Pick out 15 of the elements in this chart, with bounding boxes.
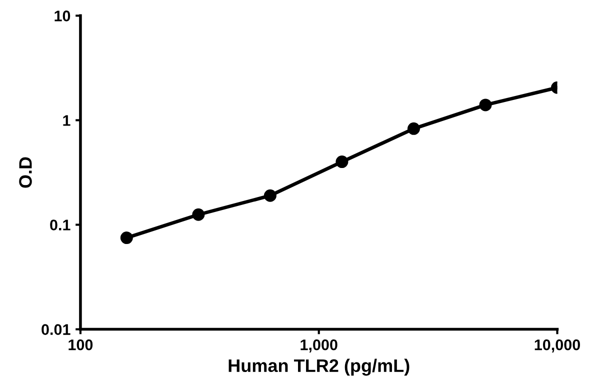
x-tick-label: 1,000 — [300, 339, 338, 352]
y-tick-label: 0.1 — [50, 220, 70, 230]
point — [192, 208, 205, 221]
point — [407, 122, 420, 135]
x-tick-label: 100 — [68, 339, 93, 350]
y-tick-label: 0.01 — [42, 324, 70, 335]
y-tick-label: 1 — [63, 115, 70, 126]
y-axis-title: O.D — [19, 157, 32, 188]
y-tick-label: 10 — [54, 10, 70, 22]
x-axis-title: Human TLR2 (pg/mL) — [228, 358, 410, 376]
point — [336, 156, 348, 168]
x-tick-label: 10,000 — [534, 339, 580, 352]
point — [479, 98, 492, 112]
point — [120, 232, 133, 244]
point — [264, 189, 276, 202]
